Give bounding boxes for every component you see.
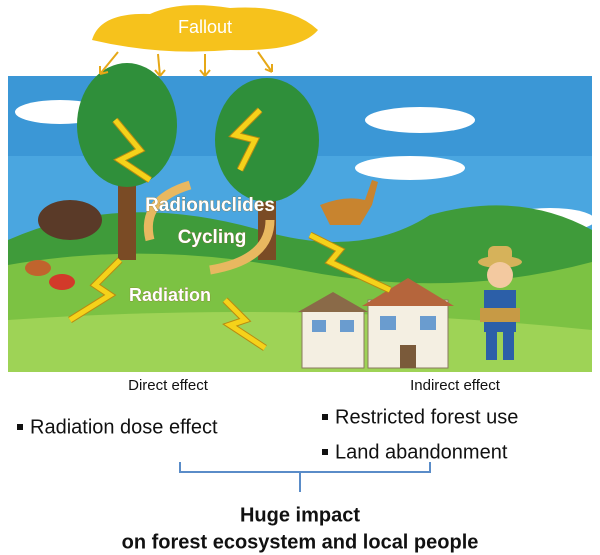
- cloud: [365, 107, 475, 133]
- effect-item: Restricted forest use: [335, 406, 518, 428]
- bullet: [17, 424, 23, 430]
- mushroom: [25, 260, 51, 276]
- cloud-label: Fallout: [178, 17, 232, 37]
- tree-crown: [77, 63, 177, 187]
- bullet: [322, 414, 328, 420]
- radiation-label: Radiation: [129, 285, 211, 305]
- cycle-label: Cycling: [178, 227, 247, 248]
- deer: [320, 180, 378, 225]
- houses: [298, 278, 454, 369]
- effect-heading: Indirect effect: [410, 377, 501, 394]
- cycle-label: Radionuclides: [145, 195, 275, 216]
- fallout-cloud: [92, 5, 318, 52]
- bullet: [322, 449, 328, 455]
- bracket: [179, 462, 431, 492]
- fallout-arrows: [99, 51, 273, 77]
- mushroom: [49, 274, 75, 290]
- effect-heading: Direct effect: [128, 377, 209, 394]
- conclusion: Huge impact: [240, 504, 360, 526]
- farmer: [478, 246, 522, 360]
- tree-crown: [215, 78, 319, 202]
- cloud: [355, 156, 465, 180]
- cycle-arrows: [143, 180, 275, 275]
- effect-item: Radiation dose effect: [30, 416, 218, 438]
- effect-item: Land abandonment: [335, 441, 508, 463]
- scene: Radionuclides Cycling Radiation Fallout: [8, 5, 595, 372]
- conclusion: on forest ecosystem and local people: [122, 531, 479, 553]
- boar: [38, 200, 102, 240]
- radiation-arrows: [68, 107, 392, 351]
